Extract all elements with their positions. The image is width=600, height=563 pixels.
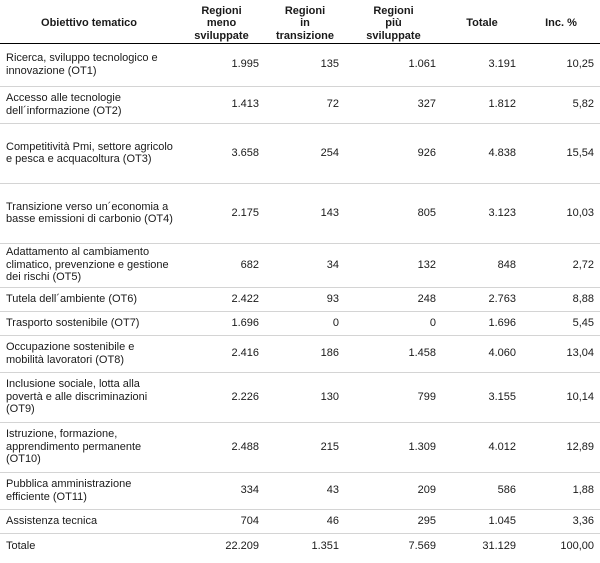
cell-totale: 1.812 — [488, 98, 516, 111]
cell-meno-sviluppate: 2.226 — [231, 390, 259, 403]
table-row: Accesso alle tecnologie dell´informazione… — [0, 86, 600, 123]
cell-meno-sviluppate: 334 — [240, 484, 259, 497]
cell-in-transizione: 72 — [326, 98, 339, 111]
cell-totale: 586 — [497, 484, 516, 497]
cell-meno-sviluppate: 2.175 — [231, 206, 259, 219]
cell-inc-percent: 2,72 — [572, 258, 594, 271]
cell-piu-sviluppate: 1.458 — [408, 347, 436, 360]
row-label: Accesso alle tecnologie dell´informazione… — [6, 92, 122, 117]
header-in-transizione: Regioni in transizione — [275, 4, 335, 42]
cell-meno-sviluppate: 1.995 — [231, 58, 259, 71]
cell-piu-sviluppate: 248 — [417, 292, 436, 305]
cell-piu-sviluppate: 7.569 — [408, 540, 436, 552]
row-label: Ricerca, sviluppo tecnologico e innovazio… — [6, 52, 158, 77]
cell-in-transizione: 186 — [320, 347, 339, 360]
cell-inc-percent: 3,36 — [572, 514, 594, 527]
table-row: Trasporto sostenibile (OT7) 1.696 0 0 1.… — [0, 311, 600, 335]
cell-in-transizione: 34 — [326, 258, 339, 271]
table-row: Competitività Pmi, settore agricolo e pes… — [0, 123, 600, 183]
cell-piu-sviluppate: 132 — [417, 258, 436, 271]
header-piu-sviluppate: Regioni più sviluppate — [366, 4, 421, 42]
data-table: Obiettivo tematico Regioni meno sviluppate… — [0, 4, 600, 559]
row-label: Istruzione, formazione, apprendimento per… — [6, 428, 142, 466]
cell-meno-sviluppate: 2.416 — [231, 347, 259, 360]
header-row: Obiettivo tematico Regioni meno sviluppate… — [0, 4, 600, 43]
cell-piu-sviluppate: 295 — [417, 514, 436, 527]
row-label: Trasporto sostenibile (OT7) — [6, 316, 140, 329]
cell-inc-percent: 5,82 — [572, 98, 594, 111]
cell-meno-sviluppate: 3.658 — [231, 146, 259, 159]
table-row: Istruzione, formazione, apprendimento per… — [0, 422, 600, 472]
table-row: Pubblica amministrazione efficiente (OT11… — [0, 472, 600, 509]
cell-in-transizione: 46 — [326, 514, 339, 527]
cell-meno-sviluppate: 1.413 — [231, 98, 259, 111]
table-row: Occupazione sostenibile e mobilità lavora… — [0, 335, 600, 372]
table-row: Inclusione sociale, lotta alla povertà e … — [0, 372, 600, 422]
cell-totale: 4.838 — [488, 146, 516, 159]
cell-totale: 848 — [497, 258, 516, 271]
total-row: Totale 22.209 1.351 7.569 31.129 100,00 — [0, 533, 600, 559]
cell-totale: 31.129 — [482, 540, 516, 552]
header-obiettivo: Obiettivo tematico — [41, 17, 137, 29]
cell-piu-sviluppate: 0 — [429, 316, 436, 329]
cell-in-transizione: 135 — [320, 58, 339, 71]
header-meno-sviluppate: Regioni meno sviluppate — [194, 4, 249, 42]
cell-totale: 1.696 — [488, 316, 516, 329]
cell-piu-sviluppate: 1.061 — [408, 58, 436, 71]
cell-meno-sviluppate: 1.696 — [231, 316, 259, 329]
cell-piu-sviluppate: 926 — [417, 146, 436, 159]
table-row: Ricerca, sviluppo tecnologico e innovazio… — [0, 43, 600, 86]
table-row: Tutela dell´ambiente (OT6) 2.422 93 248 … — [0, 287, 600, 311]
cell-in-transizione: 1.351 — [311, 540, 339, 552]
cell-totale: 2.763 — [488, 292, 516, 305]
header-inc-percent: Inc. % — [545, 17, 577, 29]
cell-inc-percent: 8,88 — [572, 292, 594, 305]
cell-inc-percent: 12,89 — [566, 440, 594, 453]
cell-in-transizione: 0 — [332, 316, 339, 329]
cell-piu-sviluppate: 805 — [417, 206, 436, 219]
row-label: Pubblica amministrazione efficiente (OT11… — [6, 478, 132, 503]
cell-in-transizione: 43 — [326, 484, 339, 497]
cell-in-transizione: 93 — [326, 292, 339, 305]
row-label: Occupazione sostenibile e mobilità lavora… — [6, 341, 135, 366]
row-label: Competitività Pmi, settore agricolo e pes… — [6, 140, 173, 166]
row-label: Inclusione sociale, lotta alla povertà e … — [6, 378, 148, 416]
cell-piu-sviluppate: 209 — [417, 484, 436, 497]
cell-totale: 1.045 — [488, 514, 516, 527]
table-row: Transizione verso un´economia a basse emi… — [0, 183, 600, 243]
row-label: Tutela dell´ambiente (OT6) — [6, 292, 138, 305]
cell-in-transizione: 130 — [320, 390, 339, 403]
row-label: Adattamento al cambiamento climatico, pre… — [6, 246, 169, 284]
cell-piu-sviluppate: 1.309 — [408, 440, 436, 453]
cell-inc-percent: 1,88 — [572, 484, 594, 497]
cell-meno-sviluppate: 2.488 — [231, 440, 259, 453]
row-label: Transizione verso un´economia a basse emi… — [6, 200, 173, 226]
cell-inc-percent: 10,25 — [566, 58, 594, 71]
cell-piu-sviluppate: 327 — [417, 98, 436, 111]
cell-totale: 4.060 — [488, 347, 516, 360]
header-totale: Totale — [466, 17, 498, 29]
cell-meno-sviluppate: 704 — [240, 514, 259, 527]
cell-in-transizione: 143 — [320, 206, 339, 219]
table-row: Adattamento al cambiamento climatico, pre… — [0, 243, 600, 287]
row-label: Totale — [6, 540, 36, 552]
cell-in-transizione: 254 — [320, 146, 339, 159]
cell-inc-percent: 10,03 — [566, 206, 594, 219]
row-label: Assistenza tecnica — [6, 514, 98, 527]
cell-inc-percent: 13,04 — [566, 347, 594, 360]
cell-totale: 4.012 — [488, 440, 516, 453]
cell-inc-percent: 15,54 — [566, 146, 594, 159]
cell-totale: 3.155 — [488, 390, 516, 403]
cell-in-transizione: 215 — [320, 440, 339, 453]
cell-meno-sviluppate: 2.422 — [231, 292, 259, 305]
cell-totale: 3.191 — [488, 58, 516, 71]
cell-totale: 3.123 — [488, 206, 516, 219]
cell-piu-sviluppate: 799 — [417, 390, 436, 403]
cell-inc-percent: 5,45 — [572, 316, 594, 329]
cell-inc-percent: 10,14 — [566, 390, 594, 403]
cell-meno-sviluppate: 682 — [240, 258, 259, 271]
table-row: Assistenza tecnica 704 46 295 1.045 3,36 — [0, 509, 600, 533]
cell-inc-percent: 100,00 — [560, 540, 594, 552]
cell-meno-sviluppate: 22.209 — [225, 540, 259, 552]
